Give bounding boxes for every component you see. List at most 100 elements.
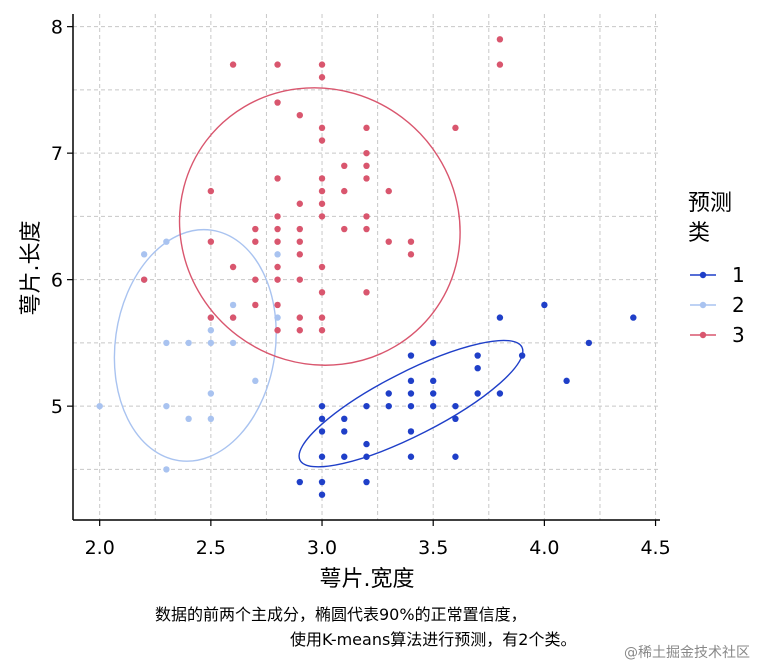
point-series-1: [496, 314, 504, 321]
watermark: @稀土掘金技术社区: [624, 645, 750, 661]
legend-marker-1: [699, 271, 707, 279]
point-series-3: [363, 149, 370, 157]
point-series-1: [341, 415, 348, 422]
point-series-1: [430, 402, 437, 410]
point-series-1: [407, 453, 415, 460]
point-series-1: [407, 428, 415, 435]
point-series-1: [430, 339, 437, 347]
point-series-1: [407, 377, 415, 385]
point-series-1: [318, 402, 326, 410]
point-series-3: [296, 238, 303, 245]
point-series-1: [452, 415, 459, 422]
point-series-3: [140, 276, 148, 283]
point-series-2: [274, 314, 281, 321]
y-tick-labels: 5 6 7 8: [51, 17, 73, 418]
point-series-1: [630, 314, 637, 321]
point-series-1: [585, 339, 593, 347]
point-series-3: [318, 187, 326, 195]
x-tick-label: 3.0: [307, 537, 337, 559]
point-series-1: [474, 365, 481, 372]
legend-marker-2: [699, 301, 707, 309]
point-series-3: [318, 74, 326, 81]
axes: [72, 14, 660, 521]
x-tick-label: 3.5: [418, 537, 448, 559]
legend-title-line-1: 预测: [688, 191, 732, 216]
point-series-2: [163, 402, 170, 410]
point-series-1: [407, 402, 415, 410]
point-series-3: [274, 238, 281, 245]
point-series-3: [363, 162, 370, 169]
x-tick-label: 4.5: [640, 537, 670, 559]
x-tick-labels: 2.0 2.5 3.0 3.5 4.0 4.5: [85, 520, 671, 559]
point-series-3: [296, 251, 303, 258]
legend: 预测 类 1 2 3: [688, 191, 745, 347]
x-tick-label: 2.5: [196, 537, 226, 559]
point-series-3: [318, 175, 326, 182]
y-tick-label: 6: [51, 270, 63, 292]
y-tick-label: 8: [51, 17, 63, 39]
point-series-1: [296, 478, 303, 486]
point-series-3: [407, 251, 415, 258]
point-series-1: [452, 453, 459, 460]
legend-label-2: 2: [732, 293, 745, 317]
point-series-3: [318, 124, 326, 132]
point-series-3: [274, 175, 281, 182]
point-series-2: [207, 339, 215, 347]
y-axis-title: 萼片.长度: [19, 221, 44, 316]
point-series-1: [407, 352, 415, 359]
point-series-3: [496, 36, 504, 43]
point-series-1: [496, 390, 504, 397]
x-tick-label: 4.0: [529, 537, 559, 559]
point-series-1: [474, 390, 481, 397]
legend-title-line-2: 类: [688, 221, 710, 246]
point-series-3: [229, 61, 237, 68]
ellipse-series-1: [298, 339, 524, 468]
point-series-3: [274, 213, 281, 220]
point-series-3: [296, 112, 303, 119]
x-tick-label: 2.0: [85, 537, 115, 559]
point-series-3: [252, 225, 259, 233]
point-series-1: [430, 377, 437, 385]
point-series-3: [296, 314, 303, 321]
point-series-3: [252, 301, 259, 309]
point-series-1: [318, 428, 326, 435]
legend-items: 1 2 3: [690, 263, 745, 347]
point-series-1: [363, 402, 370, 410]
point-series-3: [296, 200, 303, 207]
point-series-3: [496, 61, 504, 68]
point-series-2: [185, 339, 192, 347]
point-series-3: [274, 263, 281, 271]
ellipse-series-3: [178, 87, 461, 366]
confidence-ellipses: [113, 87, 524, 468]
point-series-1: [341, 428, 348, 435]
ellipse-series-2: [113, 228, 277, 462]
point-series-2: [163, 339, 170, 347]
point-series-3: [341, 162, 348, 169]
point-series-3: [274, 99, 281, 106]
point-series-3: [318, 327, 326, 334]
point-series-2: [274, 251, 281, 258]
grid-lines: [73, 14, 660, 520]
point-series-1: [385, 402, 392, 410]
point-series-3: [318, 61, 326, 68]
point-series-3: [407, 238, 415, 245]
point-series-3: [318, 263, 326, 271]
point-series-2: [163, 466, 170, 473]
caption-line-1: 数据的前两个主成分，椭圆代表90%的正常置信度，: [155, 605, 527, 624]
point-series-2: [163, 238, 170, 245]
point-series-3: [274, 276, 281, 283]
point-series-1: [474, 352, 481, 359]
point-series-3: [229, 314, 237, 321]
point-series-2: [207, 327, 215, 334]
point-series-2: [140, 251, 148, 258]
point-series-1: [318, 453, 326, 460]
point-series-1: [341, 453, 348, 460]
point-series-3: [207, 187, 215, 195]
x-axis-title: 萼片.宽度: [320, 567, 415, 592]
point-series-3: [274, 225, 281, 233]
point-series-3: [452, 124, 459, 132]
point-series-1: [518, 352, 526, 359]
point-series-1: [318, 478, 326, 486]
point-series-3: [296, 276, 303, 283]
